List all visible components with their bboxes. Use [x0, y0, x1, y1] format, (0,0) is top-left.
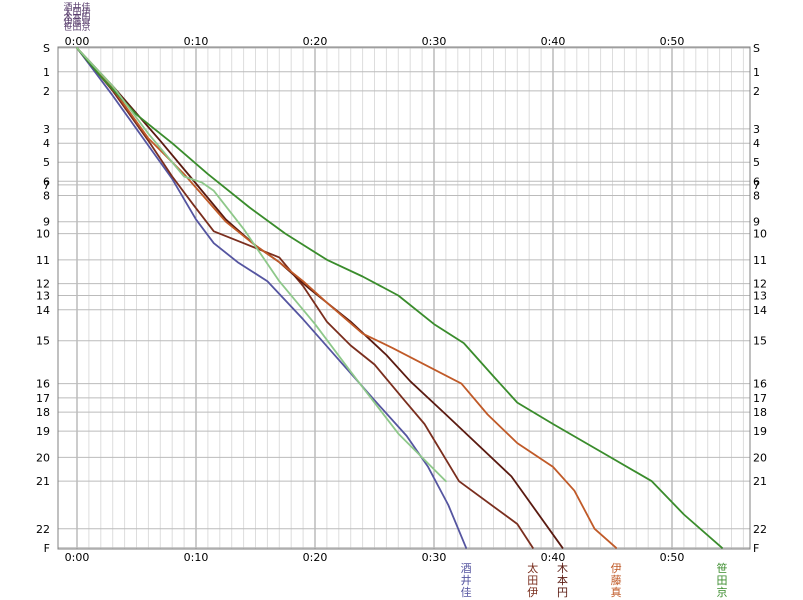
x-tick-label-bottom: 0:40 [541, 551, 566, 564]
y-tick-label-left: 22 [36, 523, 50, 536]
series-line [76, 47, 534, 549]
y-tick-label-left: 13 [36, 290, 50, 303]
y-tick-label-right: 22 [753, 523, 767, 536]
runner-label-char: 木 [557, 562, 568, 575]
y-tick-label-right: 12 [753, 278, 767, 291]
runner-label-char: 田 [527, 574, 538, 587]
x-tick-label-top: 0:50 [660, 35, 685, 48]
y-tick-label-right: 17 [753, 392, 767, 405]
runner-label-char: 井 [461, 573, 472, 587]
y-tick-label-left: 11 [36, 254, 50, 267]
y-tick-label-right: 16 [753, 378, 767, 391]
x-axis-bottom: 0:00 0:10 0:20 0:30 0:40 0:50 [65, 551, 685, 564]
y-tick-label-left: 9 [43, 216, 50, 229]
y-tick-label-left: 1 [43, 66, 50, 79]
runner-label-char: 京 [716, 585, 727, 599]
top-runner-name: 伊藤真 [63, 16, 90, 28]
runner-label-char: 太 [527, 562, 538, 575]
x-tick-label-top: 0:40 [541, 35, 566, 48]
runner-label-char: 笹 [716, 562, 727, 575]
y-tick-label-right: 15 [753, 335, 767, 348]
y-tick-label-right: F [753, 542, 759, 555]
y-tick-label-right: 9 [753, 216, 760, 229]
y-tick-label-left: 10 [36, 228, 50, 241]
series-line [76, 47, 564, 549]
y-tick-label-right: 7 [753, 179, 760, 192]
y-tick-label-left: 14 [36, 304, 50, 317]
x-axis-top: 0:00 0:10 0:20 0:30 0:40 0:50 [65, 35, 685, 48]
y-tick-label-left: 4 [43, 137, 50, 150]
y-tick-label-right: 14 [753, 304, 767, 317]
y-tick-label-left: 20 [36, 451, 50, 464]
top-runner-name: 笹田京 [63, 21, 90, 33]
y-tick-label-left: 2 [43, 85, 50, 98]
x-tick-label-bottom: 0:30 [422, 551, 447, 564]
y-tick-label-left: 19 [36, 425, 50, 438]
y-tick-label-right: S [753, 42, 760, 55]
y-tick-label-left: 7 [43, 179, 50, 192]
top-runner-name: 酒井佳 [63, 1, 90, 13]
runner-label-char: 酒 [461, 562, 472, 575]
y-tick-label-right: 6 [753, 175, 760, 188]
x-tick-label-top: 0:10 [184, 35, 209, 48]
y-tick-label-left: S [43, 42, 50, 55]
y-tick-label-right: 8 [753, 190, 760, 203]
y-tick-label-right: 19 [753, 425, 767, 438]
y-tick-label-left: 18 [36, 406, 50, 419]
runner-label-char: 円 [557, 586, 568, 599]
runner-label-char: 伊 [527, 586, 538, 599]
y-tick-label-left: 16 [36, 378, 50, 391]
y-tick-label-left: 21 [36, 475, 50, 488]
x-tick-label-bottom: 0:50 [660, 551, 685, 564]
runner-label-char: 田 [716, 574, 727, 587]
x-tick-label-bottom: 0:00 [65, 551, 90, 564]
top-runner-name: 木本円 [63, 11, 90, 23]
series-line [76, 47, 723, 549]
y-tick-label-right: 13 [753, 290, 767, 303]
x-tick-label-top: 0:00 [65, 35, 90, 48]
runner-label-char: 伊 [611, 562, 622, 575]
y-tick-label-right: 1 [753, 66, 760, 79]
y-tick-label-right: 10 [753, 228, 767, 241]
y-tick-label-left: 17 [36, 392, 50, 405]
y-tick-label-left: 8 [43, 190, 50, 203]
y-tick-label-right: 3 [753, 123, 760, 136]
runner-label-char: 真 [611, 585, 622, 599]
major-gridlines [76, 47, 673, 549]
series-line [76, 47, 447, 483]
minor-gridlines [88, 47, 744, 549]
runner-label-char: 佳 [461, 585, 472, 599]
x-tick-label-bottom: 0:20 [303, 551, 328, 564]
y-tick-label-right: 5 [753, 156, 760, 169]
x-tick-label-top: 0:30 [422, 35, 447, 48]
y-tick-label-right: 11 [753, 254, 767, 267]
plot-frame [57, 46, 751, 550]
x-tick-label-top: 0:20 [303, 35, 328, 48]
y-tick-label-right: 21 [753, 475, 767, 488]
y-tick-label-left: 5 [43, 156, 50, 169]
runner-label-char: 本 [557, 573, 568, 587]
y-tick-label-left: 12 [36, 278, 50, 291]
top-runner-name: 太田伊 [63, 6, 90, 18]
y-tick-label-left: F [44, 542, 50, 555]
y-tick-label-right: 2 [753, 85, 760, 98]
runner-label-char: 藤 [611, 574, 622, 587]
y-tick-label-left: 15 [36, 335, 50, 348]
x-tick-label-bottom: 0:10 [184, 551, 209, 564]
y-tick-label-right: 4 [753, 137, 760, 150]
series-lines [76, 47, 723, 549]
y-tick-label-right: 18 [753, 406, 767, 419]
y-tick-label-right: 20 [753, 451, 767, 464]
y-tick-label-left: 3 [43, 123, 50, 136]
y-tick-label-left: 6 [43, 175, 50, 188]
